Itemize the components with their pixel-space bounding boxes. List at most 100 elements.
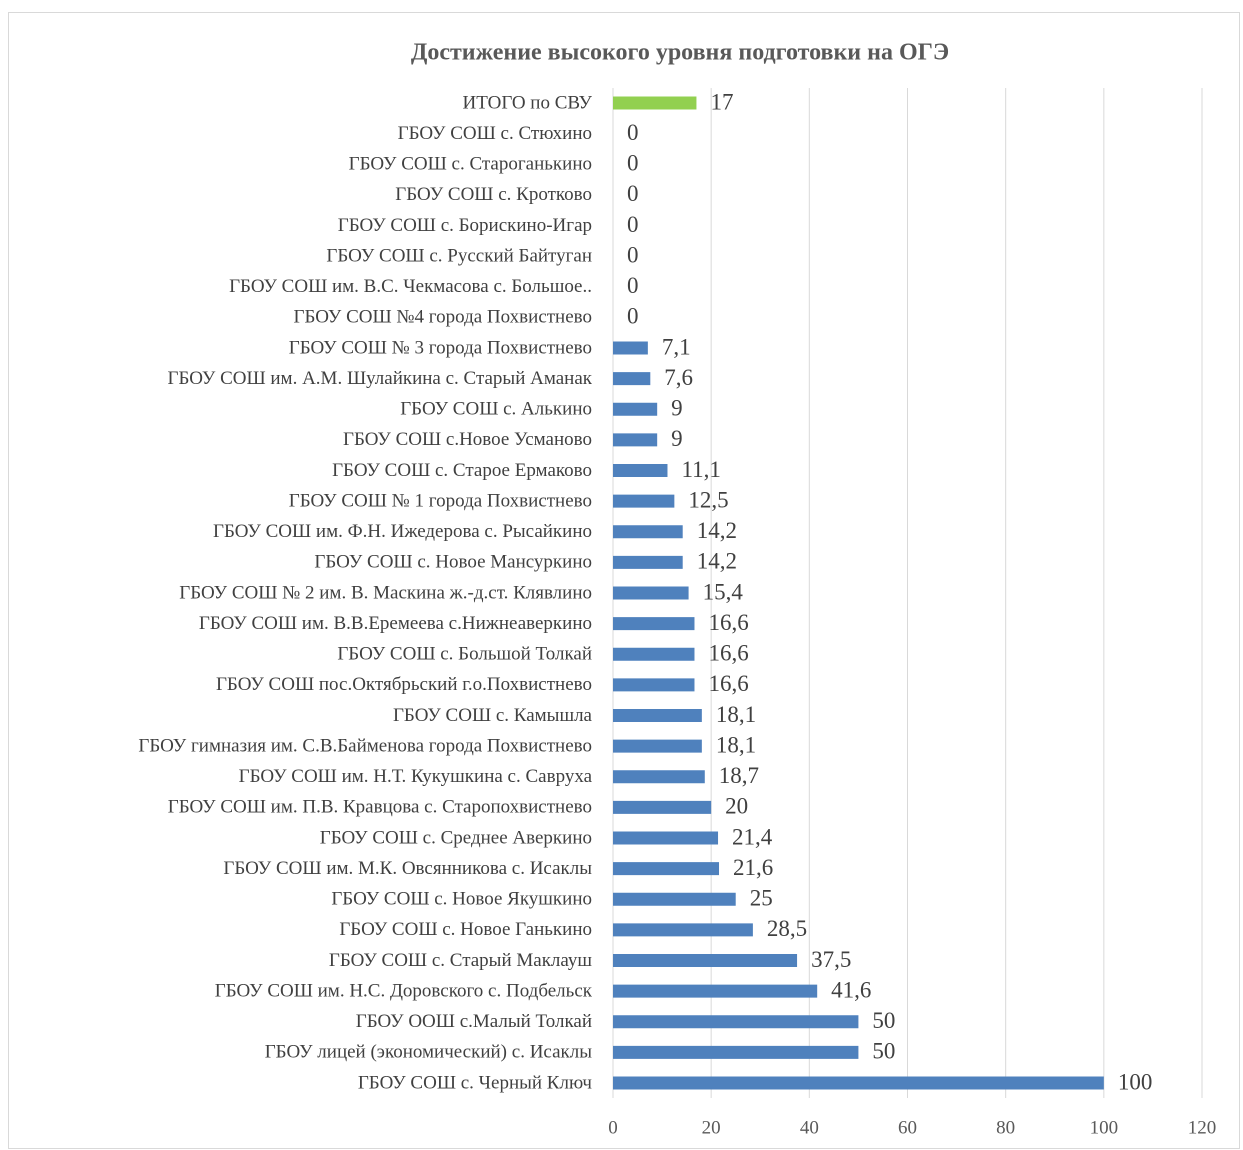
y-tick-label: ГБОУ СОШ № 3 города Похвистнево — [289, 337, 592, 358]
bar — [613, 494, 675, 508]
y-tick-label: ГБОУ СОШ с. Старый Маклауш — [329, 950, 592, 971]
y-tick-label: ГБОУ СОШ им. П.В. Кравцова с. Старопохви… — [168, 797, 592, 818]
y-tick-label: ГБОУ СОШ им. Н.С. Доровского с. Подбельс… — [215, 980, 593, 1001]
value-label: 9 — [671, 396, 683, 421]
bar — [613, 433, 658, 447]
y-tick-label: ГБОУ СОШ №4 города Похвистнево — [294, 307, 593, 328]
bar — [613, 678, 695, 692]
x-tick-label: 20 — [702, 1117, 721, 1138]
value-label: 50 — [872, 1008, 895, 1033]
value-label: 0 — [627, 212, 639, 237]
bar — [613, 402, 658, 416]
value-label: 7,1 — [662, 334, 691, 359]
x-tick-label: 0 — [608, 1117, 618, 1138]
bar — [613, 341, 648, 355]
bar — [613, 1076, 1104, 1090]
value-label: 0 — [627, 181, 639, 206]
value-label: 28,5 — [767, 916, 807, 941]
y-tick-label: ГБОУ СОШ с. Новое Якушкино — [331, 889, 592, 910]
y-tick-label: ГБОУ СОШ с. Черный Ключ — [358, 1072, 593, 1093]
value-label: 0 — [627, 304, 639, 329]
value-label: 25 — [750, 886, 773, 911]
y-tick-label: ГБОУ СОШ им. Ф.Н. Ижедерова с. Рысайкино — [213, 521, 592, 542]
y-tick-label: ГБОУ СОШ с. Алькино — [400, 399, 592, 420]
y-tick-label: ГБОУ СОШ им. В.В.Еремеева с.Нижнеаверкин… — [199, 613, 592, 634]
y-tick-label: ГБОУ СОШ пос.Октябрьский г.о.Похвистнево — [216, 674, 592, 695]
value-label: 14,2 — [697, 549, 737, 574]
x-tick-label: 100 — [1090, 1117, 1119, 1138]
value-label: 11,1 — [681, 457, 720, 482]
value-label: 9 — [671, 426, 683, 451]
y-tick-label: ГБОУ СОШ с.Новое Усманово — [343, 429, 592, 450]
bar — [613, 372, 651, 386]
value-label: 17 — [710, 89, 733, 114]
value-label: 20 — [725, 794, 748, 819]
y-tick-label: ГБОУ ООШ с.Малый Толкай — [356, 1011, 592, 1032]
value-label: 18,1 — [716, 732, 756, 757]
bar — [613, 739, 702, 753]
value-label: 37,5 — [811, 947, 851, 972]
x-tick-label: 80 — [996, 1117, 1015, 1138]
y-tick-label: ГБОУ гимназия им. С.В.Байменова города П… — [138, 735, 592, 756]
value-label: 12,5 — [688, 487, 728, 512]
bar — [613, 464, 668, 477]
value-label: 0 — [627, 120, 639, 145]
y-tick-label: ГБОУ СОШ с. Староганькино — [349, 154, 592, 175]
y-tick-label: ГБОУ СОШ с. Камышла — [393, 705, 593, 726]
bar — [613, 617, 695, 631]
bar — [613, 586, 689, 600]
bar — [613, 709, 702, 722]
bar — [613, 892, 736, 906]
bar — [613, 1015, 859, 1029]
bar — [613, 555, 683, 569]
bar — [613, 831, 719, 845]
y-tick-label: ИТОГО по СВУ — [463, 92, 593, 113]
bar — [613, 647, 695, 661]
bar — [613, 800, 712, 814]
bar — [613, 954, 798, 967]
y-tick-label: ГБОУ СОШ им. Н.Т. Кукушкина с. Савруха — [239, 766, 593, 787]
y-tick-label: ГБОУ СОШ с. Большой Толкай — [337, 644, 592, 665]
value-label: 41,6 — [831, 977, 871, 1002]
value-label: 15,4 — [703, 579, 744, 604]
bar — [613, 770, 705, 784]
y-tick-label: ГБОУ СОШ № 1 города Похвистнево — [289, 490, 592, 511]
chart-title: Достижение высокого уровня подготовки на… — [411, 40, 949, 66]
y-tick-label: ГБОУ СОШ с. Среднее Аверкино — [320, 827, 592, 848]
value-label: 100 — [1118, 1069, 1153, 1094]
chart-frame — [8, 12, 1240, 1149]
x-tick-label: 60 — [898, 1117, 917, 1138]
x-tick-label: 40 — [800, 1117, 819, 1138]
value-label: 16,6 — [708, 641, 748, 666]
value-label: 18,1 — [716, 702, 756, 727]
value-label: 21,4 — [732, 824, 773, 849]
bar — [613, 984, 818, 998]
bar — [613, 862, 720, 876]
value-label: 0 — [627, 242, 639, 267]
y-tick-label: ГБОУ СОШ с. Старое Ермаково — [332, 460, 592, 481]
y-tick-label: ГБОУ СОШ им. А.М. Шулайкина с. Старый Ам… — [167, 368, 592, 389]
value-label: 0 — [627, 151, 639, 176]
bar — [613, 525, 683, 539]
x-tick-label: 120 — [1188, 1117, 1217, 1138]
y-tick-label: ГБОУ СОШ с. Новое Мансуркино — [314, 552, 592, 573]
y-tick-label: ГБОУ СОШ с. Новое Ганькино — [339, 919, 592, 940]
y-tick-label: ГБОУ СОШ № 2 им. В. Маскина ж.-д.ст. Кля… — [179, 582, 592, 603]
value-label: 14,2 — [697, 518, 737, 543]
y-tick-label: ГБОУ СОШ им. В.С. Чекмасова с. Большое.. — [229, 276, 592, 297]
value-label: 21,6 — [733, 855, 773, 880]
y-tick-label: ГБОУ СОШ с. Кротково — [395, 184, 592, 205]
value-label: 18,7 — [719, 763, 759, 788]
y-tick-label: ГБОУ СОШ с. Стюхино — [398, 123, 592, 144]
value-label: 16,6 — [708, 671, 748, 696]
bar — [613, 1045, 859, 1059]
value-label: 50 — [872, 1039, 895, 1064]
bar — [613, 96, 697, 110]
y-tick-label: ГБОУ СОШ им. М.К. Овсянникова с. Исаклы — [223, 858, 592, 879]
y-tick-label: ГБОУ СОШ с. Русский Байтуган — [326, 245, 592, 266]
value-label: 16,6 — [708, 610, 748, 635]
bar — [613, 923, 753, 937]
value-label: 0 — [627, 273, 639, 298]
value-label: 7,6 — [664, 365, 693, 390]
